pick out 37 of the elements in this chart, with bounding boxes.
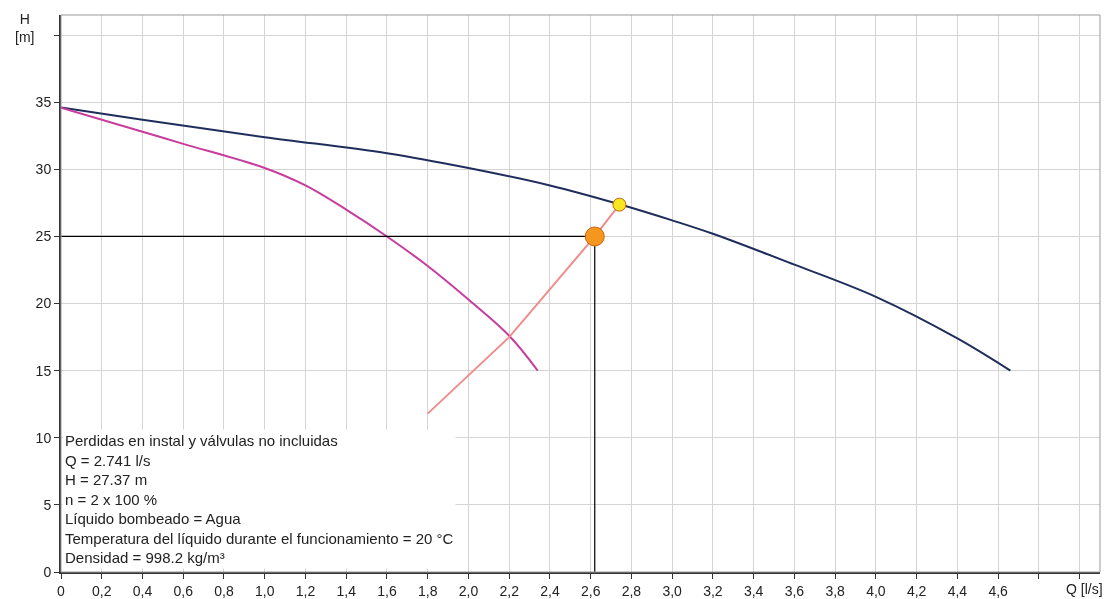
y-axis-title: H [m] [15, 11, 35, 46]
y-tick-label: 0 [43, 563, 52, 580]
y-tick-label: 35 [35, 94, 52, 111]
y-tick-label: 10 [35, 429, 52, 446]
line-series [61, 106, 1012, 372]
x-tick-label: 1,4 [336, 582, 357, 599]
x-tick-label: 3,2 [703, 582, 723, 599]
y-tick-label: 30 [35, 161, 52, 178]
annotation: Perdidas en instal y válvulas no incluidas Q = 2.741 l/s H = 27.37 m n = 2 x 100 % Líquido bombeado = Agua Temperatura del líquido durante el funcionamiento = 20 °C Densidad = 998.2 kg/m³ [65, 432, 454, 566]
y-tick-label: 15 [35, 362, 52, 379]
x-tick-label: 0,6 [173, 582, 194, 599]
x-tick-label: 2,8 [621, 582, 642, 599]
x-tick-label: 0,2 [92, 582, 112, 599]
x-tick-label: 1,0 [255, 582, 275, 599]
x-tick-label: 4,0 [866, 582, 886, 599]
x-tick-label: 4,4 [947, 582, 968, 599]
line-series [61, 106, 539, 372]
x-tick-label: 2,0 [458, 582, 479, 599]
x-tick-label: 2,2 [499, 582, 520, 599]
y-tick-label: 5 [43, 496, 52, 513]
x-tick-label: 0,8 [214, 582, 234, 599]
x-tick-label: 0,4 [132, 582, 153, 599]
x-tick-label: 4,2 [906, 582, 927, 599]
y-tick-label: 25 [35, 228, 52, 245]
x-tick-label: 3,4 [743, 582, 764, 599]
x-tick-label: 1,6 [377, 582, 397, 599]
x-tick-label: 1,8 [417, 582, 438, 599]
x-tick-label: 3,8 [825, 582, 846, 599]
x-tick-label: 2,6 [580, 582, 601, 599]
x-tick-label: 1,2 [295, 582, 316, 599]
y-tick-label: 20 [35, 295, 52, 312]
x-axis-title: Q [l/s] [1066, 581, 1103, 597]
x-tick-label: 2,4 [540, 582, 560, 599]
x-tick-label: 3,6 [784, 582, 805, 599]
x-tick-label: 0 [57, 582, 66, 599]
x-tick-label: 3,0 [662, 582, 683, 599]
x-tick-label: 4,6 [988, 582, 1009, 599]
